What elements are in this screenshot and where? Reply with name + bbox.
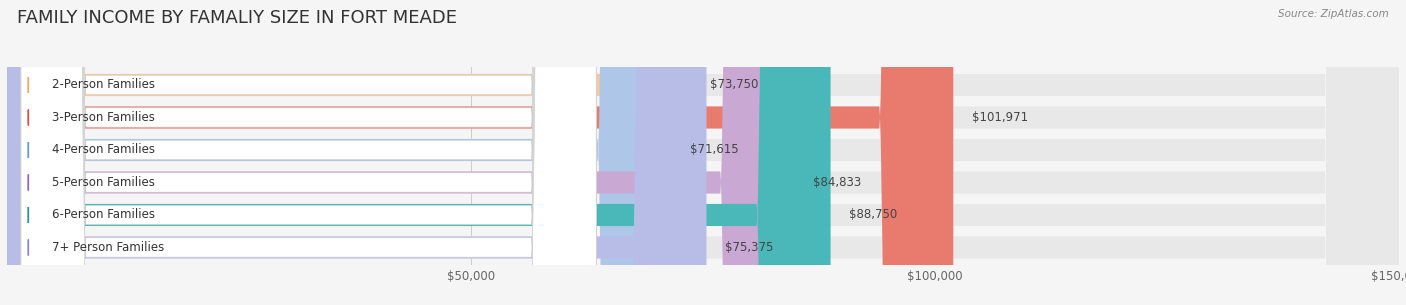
FancyBboxPatch shape xyxy=(7,0,672,305)
Text: 7+ Person Families: 7+ Person Families xyxy=(52,241,165,254)
Text: $71,615: $71,615 xyxy=(690,143,738,156)
FancyBboxPatch shape xyxy=(7,0,1399,305)
Text: 3-Person Families: 3-Person Families xyxy=(52,111,155,124)
FancyBboxPatch shape xyxy=(7,0,692,305)
Text: 2-Person Families: 2-Person Families xyxy=(52,78,155,92)
Text: 5-Person Families: 5-Person Families xyxy=(52,176,155,189)
FancyBboxPatch shape xyxy=(7,0,953,305)
FancyBboxPatch shape xyxy=(7,0,1399,305)
Text: $84,833: $84,833 xyxy=(813,176,860,189)
Text: 6-Person Families: 6-Person Families xyxy=(52,209,155,221)
FancyBboxPatch shape xyxy=(7,0,1399,305)
FancyBboxPatch shape xyxy=(21,0,596,305)
FancyBboxPatch shape xyxy=(7,0,1399,305)
FancyBboxPatch shape xyxy=(21,0,596,305)
Text: $75,375: $75,375 xyxy=(725,241,773,254)
Text: $101,971: $101,971 xyxy=(972,111,1028,124)
FancyBboxPatch shape xyxy=(7,0,706,305)
Text: $88,750: $88,750 xyxy=(849,209,897,221)
FancyBboxPatch shape xyxy=(7,0,1399,305)
Text: FAMILY INCOME BY FAMALIY SIZE IN FORT MEADE: FAMILY INCOME BY FAMALIY SIZE IN FORT ME… xyxy=(17,9,457,27)
Text: 4-Person Families: 4-Person Families xyxy=(52,143,155,156)
FancyBboxPatch shape xyxy=(21,0,596,305)
FancyBboxPatch shape xyxy=(21,0,596,305)
FancyBboxPatch shape xyxy=(7,0,831,305)
FancyBboxPatch shape xyxy=(7,0,1399,305)
Text: $73,750: $73,750 xyxy=(710,78,758,92)
FancyBboxPatch shape xyxy=(7,0,794,305)
FancyBboxPatch shape xyxy=(21,0,596,305)
Text: Source: ZipAtlas.com: Source: ZipAtlas.com xyxy=(1278,9,1389,19)
FancyBboxPatch shape xyxy=(21,0,596,305)
